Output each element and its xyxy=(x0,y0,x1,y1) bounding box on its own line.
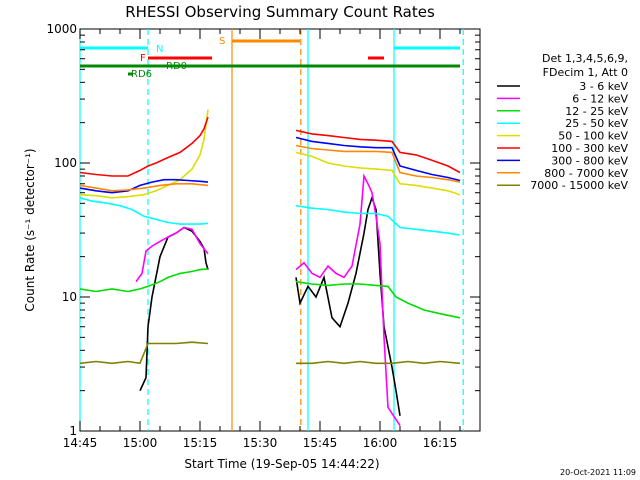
legend-header-line-2: FDecim 1, Att 0 xyxy=(543,66,628,79)
timestamp: 20-Oct-2021 11:09 xyxy=(560,468,636,477)
y-axis-label: Count Rate (s⁻¹ detector⁻¹) xyxy=(23,148,37,311)
series-line xyxy=(79,268,461,319)
series-line xyxy=(79,144,461,192)
legend: Det 1,3,4,5,6,9, FDecim 1, Att 0 3 - 6 k… xyxy=(497,52,628,192)
x-tick-label: 16:15 xyxy=(423,436,458,450)
series-line xyxy=(135,173,401,426)
y-tick-label: 1 xyxy=(69,424,77,438)
series-layer xyxy=(79,109,461,426)
series-line xyxy=(79,197,461,236)
vlines-layer xyxy=(79,29,464,431)
legend-entry: 7000 - 15000 keV xyxy=(530,179,628,192)
overlay-layer: N F S RD0 RD6 xyxy=(80,36,460,80)
legend-entry: 3 - 6 keV xyxy=(579,80,628,93)
legend-entry: 6 - 12 keV xyxy=(572,92,628,105)
x-axis-label: Start Time (19-Sep-05 14:44:22) xyxy=(184,457,379,471)
series-line xyxy=(79,109,461,199)
y-tick-label: 1000 xyxy=(46,22,77,36)
legend-header-line-1: Det 1,3,4,5,6,9, xyxy=(542,52,628,65)
series-line xyxy=(79,341,461,365)
plot-area: N F S RD0 RD6 xyxy=(79,28,481,432)
y-tick-label: 100 xyxy=(54,156,77,170)
x-tick-label: 15:45 xyxy=(303,436,338,450)
chart-title: RHESSI Observing Summary Count Rates xyxy=(125,3,435,21)
overlay-label-F: F xyxy=(140,53,146,64)
legend-entry: 300 - 800 keV xyxy=(551,154,628,167)
x-tick-label: 15:00 xyxy=(123,436,158,450)
legend-entry: 25 - 50 keV xyxy=(565,117,628,130)
x-tick-label: 16:00 xyxy=(363,436,398,450)
y-axis-ticks: 1 10 100 1000 xyxy=(46,22,480,438)
x-tick-label: 15:15 xyxy=(183,436,218,450)
legend-entry: 800 - 7000 keV xyxy=(544,167,628,180)
x-tick-label: 15:30 xyxy=(243,436,278,450)
y-tick-label: 10 xyxy=(62,290,77,304)
x-tick-label: 14:45 xyxy=(63,436,98,450)
overlay-label-S: S xyxy=(219,36,225,47)
legend-entry: 12 - 25 keV xyxy=(565,105,628,118)
x-axis-ticks: 14:45 15:00 15:15 15:30 15:45 16:00 16:15 xyxy=(63,29,481,450)
overlay-label-N: N xyxy=(156,44,163,55)
series-line xyxy=(79,136,461,194)
overlay-label-RD6: RD6 xyxy=(131,69,152,80)
legend-entry: 100 - 300 keV xyxy=(551,142,628,155)
series-line xyxy=(79,116,461,177)
legend-entry: 50 - 100 keV xyxy=(558,130,628,143)
